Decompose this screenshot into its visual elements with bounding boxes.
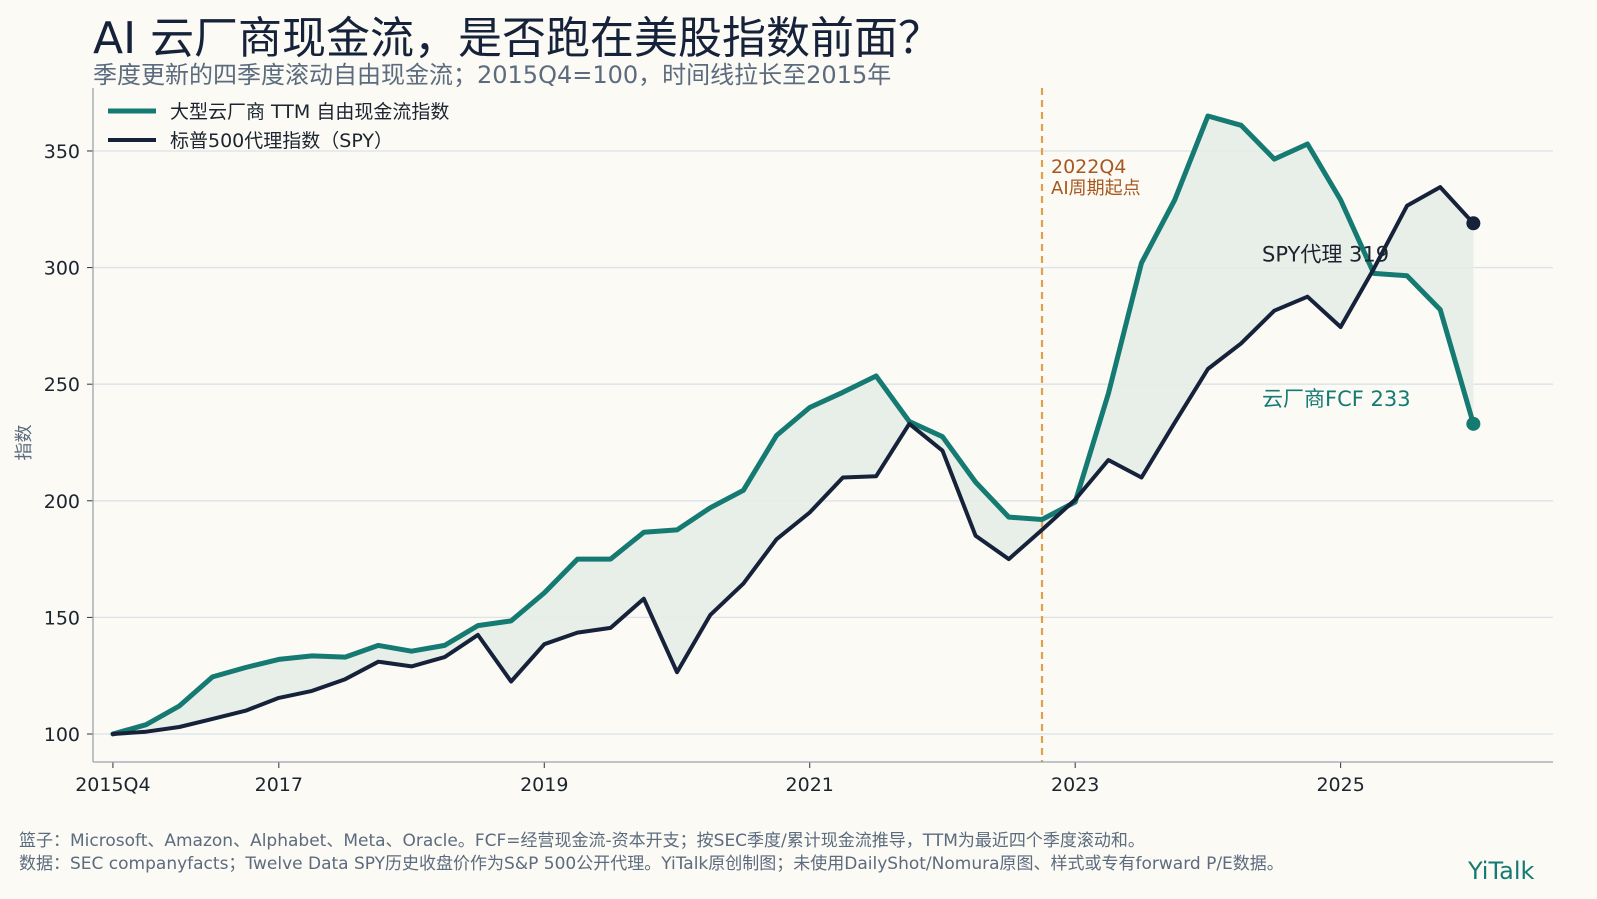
y-tick-label-150: 150 [44,607,80,629]
ai-cycle-label-quarter: 2022Q4 [1051,156,1126,178]
end-label-spy: SPY代理 319 [1262,242,1389,266]
x-tick-label-2023: 2023 [1051,774,1099,796]
x-tick-label-2025: 2025 [1316,774,1364,796]
end-point-spy [1466,216,1481,231]
axes: 100 150 200 250 300 350 2015Q4 2017 2019 2021 2023… [44,88,1553,796]
gap-fill-area [112,116,1474,734]
x-tick-label-2015Q4: 2015Q4 [75,774,150,796]
y-tick-label-200: 200 [44,491,80,513]
line-chart: 2022Q4 AI周期起点 SPY代理 319 云厂商FCF 233 100 15… [14,88,1553,796]
ai-cycle-label-text: AI周期起点 [1051,178,1141,199]
footnote-basket: 篮子：Microsoft、Amazon、Alphabet、Meta、Oracle… [19,831,1145,851]
y-tick-label-300: 300 [44,258,80,280]
footnote-source: 数据：SEC companyfacts；Twelve Data SPY历史收盘价… [19,854,1284,874]
y-axis-label: 指数 [14,424,35,460]
legend-label-spy: 标普500代理指数（SPY） [170,130,393,152]
chart-title: AI 云厂商现金流，是否跑在美股指数前面？ [93,13,943,64]
legend-label-fcf: 大型云厂商 TTM 自由现金流指数 [170,101,449,123]
chart-subtitle: 季度更新的四季度滚动自由现金流；2015Q4=100，时间线拉长至2015年 [93,61,892,89]
series-line-spy [110,185,1476,736]
series-line-fcf [110,113,1476,737]
x-tick-label-2021: 2021 [786,774,834,796]
brand-logo-text: YiTalk [1468,857,1535,885]
end-point-fcf [1466,416,1481,431]
y-tick-label-100: 100 [44,724,80,746]
y-tick-label-250: 250 [44,374,80,396]
y-tick-label-350: 350 [44,141,80,163]
x-tick-label-2019: 2019 [520,774,568,796]
end-label-fcf: 云厂商FCF 233 [1262,387,1411,411]
x-tick-label-2017: 2017 [255,774,303,796]
legend: 大型云厂商 TTM 自由现金流指数 标普500代理指数（SPY） [108,101,449,152]
